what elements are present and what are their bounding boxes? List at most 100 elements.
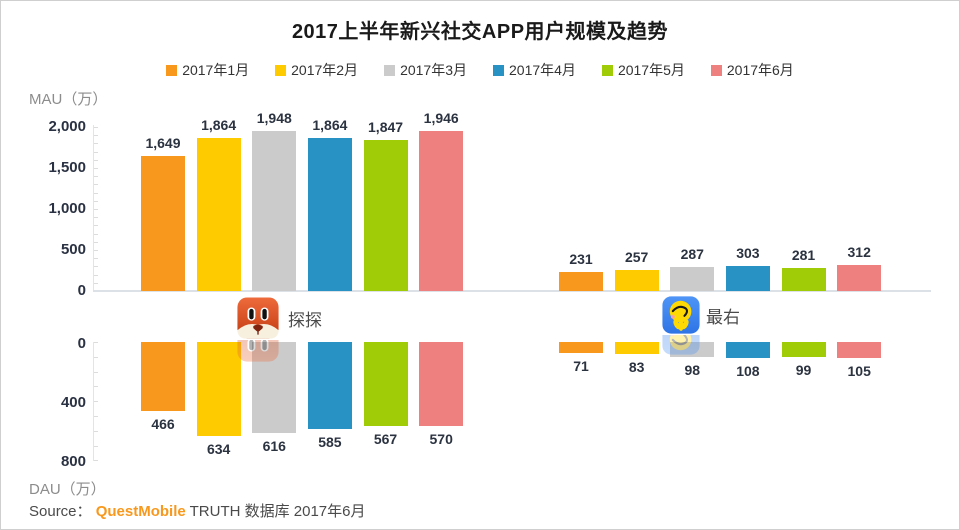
- mau-axis-tick: [94, 200, 98, 202]
- dau-axis-tick: [94, 356, 98, 358]
- legend-item-5: 2017年5月: [601, 60, 685, 80]
- legend-item-4: 2017年4月: [493, 60, 576, 80]
- mau-axis-tick: [94, 282, 98, 284]
- dau-axis-tick: [94, 416, 98, 418]
- legend-item-label: 2017年3月: [400, 62, 467, 78]
- zuiyou-icon-reflection: [662, 335, 700, 355]
- tantan-fox-app-icon: [237, 297, 279, 339]
- zuiyou-app-label: 最右: [706, 307, 740, 327]
- mau-axis-tick: [94, 258, 98, 260]
- bar-value-label: 312: [847, 244, 871, 261]
- bar-mau-最右-2017年5月: [781, 267, 826, 291]
- bar-mau-探探-2017年4月: [307, 138, 352, 291]
- legend-swatch-icon: [493, 64, 504, 76]
- mau-tick-label: 2,000: [48, 118, 86, 135]
- bar-dau-探探-2017年4月: [307, 342, 352, 429]
- mau-zero-baseline: [93, 290, 931, 292]
- bar-value-label: 105: [847, 362, 871, 379]
- zuiyou-app-icon: [662, 296, 700, 334]
- legend-item-2: 2017年2月: [275, 60, 358, 80]
- mau-axis-tick: [94, 241, 98, 243]
- legend-item-label: 2017年5月: [617, 62, 685, 78]
- bar-dau-探探-2017年2月: [196, 342, 241, 436]
- bar-mau-最右-2017年6月: [837, 265, 882, 291]
- source-prefix: Source：: [29, 503, 92, 520]
- mau-axis-tick: [94, 266, 98, 268]
- bar-value-label: 1,946: [423, 110, 459, 127]
- dau-axis-tick: [94, 430, 98, 432]
- bar-dau-最右-2017年5月: [781, 342, 826, 357]
- bar-dau-探探-2017年5月: [363, 342, 408, 426]
- mau-axis-tick: [94, 192, 98, 194]
- bar-dau-最右-2017年2月: [614, 342, 659, 355]
- bar-value-label: 616: [262, 438, 286, 455]
- bar-mau-最右-2017年1月: [559, 272, 603, 291]
- mau-axis-tick: [94, 225, 98, 227]
- bar-value-label: 1,948: [256, 110, 292, 127]
- legend-swatch-icon: [710, 64, 722, 76]
- legend-swatch-icon: [601, 64, 613, 76]
- mau-axis-tick: [94, 233, 98, 235]
- bar-value-label: 570: [429, 431, 453, 448]
- mau-axis-tick: [94, 143, 98, 145]
- bar-dau-最右-2017年4月: [725, 342, 770, 358]
- bar-value-label: 71: [573, 357, 589, 374]
- legend-item-6: 2017年6月: [710, 60, 794, 80]
- dau-axis-tick: [94, 371, 98, 373]
- dau-axis-tick: [94, 445, 98, 447]
- legend-item-label: 2017年6月: [726, 62, 794, 78]
- mau-axis-tick: [94, 159, 98, 161]
- bar-value-label: 1,649: [145, 134, 181, 151]
- source-line: Source： QuestMobile TRUTH 数据库 2017年6月: [29, 500, 366, 521]
- dau-axis-tick: [94, 401, 98, 403]
- mau-axis-tick: [94, 135, 98, 137]
- legend-swatch-icon: [166, 64, 178, 76]
- bar-value-label: 634: [206, 440, 231, 457]
- legend-item-label: 2017年2月: [291, 62, 359, 78]
- bar-value-label: 1,864: [312, 117, 348, 134]
- dau-tick-label: 800: [60, 453, 86, 471]
- chart-title: 2017上半年新兴社交APP用户规模及趋势: [291, 21, 669, 43]
- dau-axis-tick: [94, 342, 98, 343]
- mau-tick-label: 1,000: [48, 200, 86, 217]
- bar-value-label: 231: [569, 251, 593, 268]
- mau-axis-unit-label: MAU（万）: [29, 91, 108, 108]
- bar-mau-探探-2017年5月: [363, 139, 408, 291]
- bar-dau-最右-2017年1月: [559, 342, 603, 353]
- mau-axis-tick: [94, 184, 98, 186]
- bar-value-label: 466: [151, 416, 175, 432]
- mau-axis-tick: [94, 151, 98, 153]
- bar-dau-探探-2017年1月: [141, 342, 185, 411]
- mau-axis-tick: [94, 176, 98, 178]
- legend: 2017年1月 2017年2月 2017年3月 2017年4月 2017年5月 2017年…: [1, 60, 959, 80]
- dau-axis-tick: [94, 386, 98, 388]
- bar-dau-最右-2017年6月: [837, 342, 882, 358]
- bar-mau-探探-2017年2月: [196, 138, 241, 291]
- legend-item-3: 2017年3月: [384, 60, 467, 80]
- legend-item-label: 2017年4月: [509, 62, 576, 78]
- bar-mau-最右-2017年3月: [670, 267, 715, 291]
- mau-axis-tick: [94, 168, 98, 169]
- mau-axis-tick: [94, 217, 98, 219]
- bar-value-label: 1,847: [368, 118, 404, 135]
- dau-axis-tick: [94, 460, 98, 462]
- bar-value-label: 99: [795, 361, 812, 378]
- mau-axis-tick: [94, 127, 98, 128]
- legend-item-label: 2017年1月: [182, 62, 250, 78]
- tantan-icon-reflection: [237, 340, 279, 362]
- bar-value-label: 1,864: [201, 117, 237, 134]
- bar-value-label: 281: [791, 246, 816, 263]
- mau-tick-label: 500: [60, 241, 86, 258]
- dau-y-axis: [93, 342, 94, 461]
- bar-value-label: 83: [628, 359, 645, 376]
- dau-axis-unit-label: DAU（万）: [29, 481, 106, 498]
- bar-value-label: 303: [736, 245, 760, 262]
- legend-item-1: 2017年1月: [166, 60, 249, 80]
- legend-swatch-icon: [384, 64, 396, 76]
- bar-mau-最右-2017年4月: [725, 266, 770, 291]
- mau-axis-tick: [94, 209, 98, 210]
- bar-mau-探探-2017年1月: [141, 155, 185, 291]
- source-suffix: TRUTH 数据库 2017年6月: [189, 503, 366, 520]
- bar-value-label: 108: [736, 362, 760, 379]
